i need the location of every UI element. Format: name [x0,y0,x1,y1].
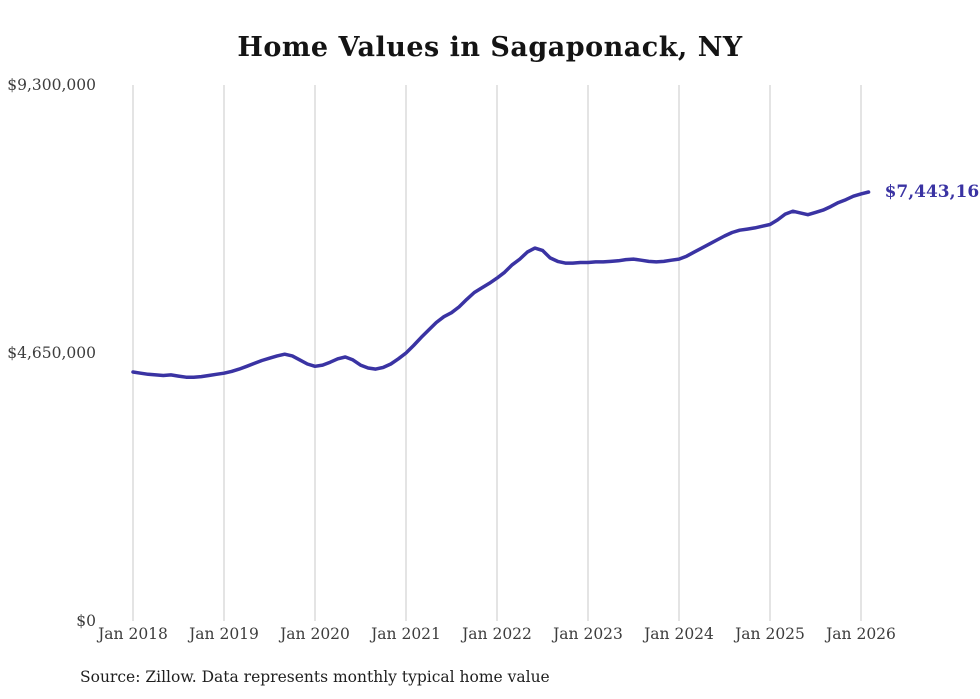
x-axis-tick-label: Jan 2020 [280,625,350,643]
x-axis-tick-label: Jan 2022 [462,625,532,643]
chart-title: Home Values in Sagaponack, NY [237,32,743,63]
x-axis-tick-label: Jan 2025 [735,625,805,643]
x-axis-tick-label: Jan 2023 [553,625,623,643]
source-note: Source: Zillow. Data represents monthly … [80,668,550,686]
x-axis-tick-label: Jan 2019 [189,625,259,643]
x-axis-tick-label: Jan 2024 [644,625,714,643]
latest-value-label: $7,443,167 [884,182,980,203]
y-axis-tick-label-top: $9,300,000 [7,76,96,94]
x-axis-tick-label: Jan 2021 [371,625,441,643]
y-axis-tick-label-bottom: $0 [76,612,96,630]
y-axis-tick-label-mid: $4,650,000 [7,344,96,362]
x-axis-tick-label: Jan 2026 [826,625,896,643]
x-axis-tick-label: Jan 2018 [98,625,168,643]
